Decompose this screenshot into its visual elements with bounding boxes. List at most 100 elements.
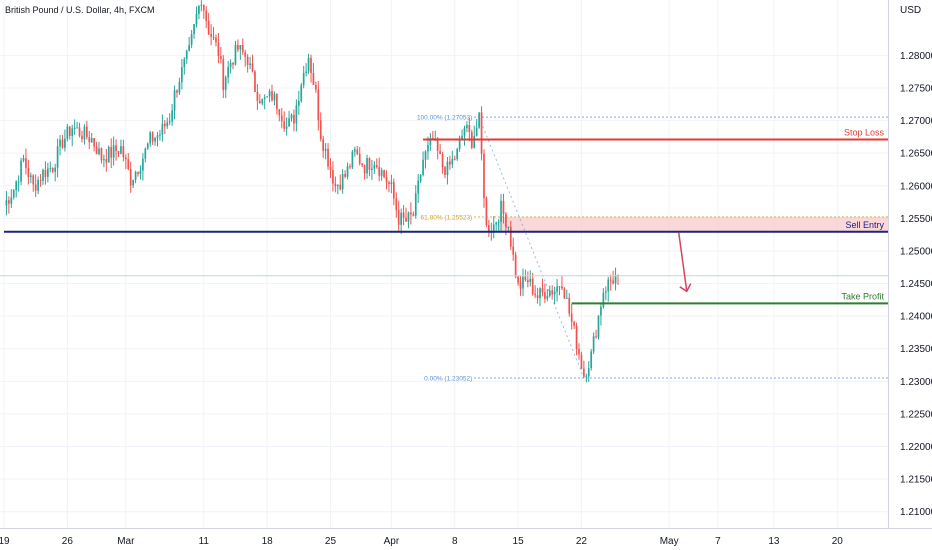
- fibonacci-layer[interactable]: 100.00% (1.27053) 61.80% (1.25523) 0.00% (…: [417, 115, 888, 383]
- candle[interactable]: [32, 175, 35, 185]
- candle[interactable]: [171, 110, 173, 122]
- candle[interactable]: [266, 96, 268, 98]
- candle[interactable]: [76, 127, 78, 129]
- candle[interactable]: [368, 158, 371, 171]
- candle[interactable]: [302, 72, 305, 86]
- candle[interactable]: [285, 126, 288, 129]
- candle[interactable]: [609, 279, 612, 281]
- candle[interactable]: [585, 376, 588, 378]
- candle[interactable]: [105, 159, 108, 163]
- candle[interactable]: [251, 63, 254, 72]
- candle[interactable]: [17, 181, 20, 183]
- candle[interactable]: [480, 112, 483, 154]
- fib-trend-line[interactable]: [478, 116, 585, 379]
- candle[interactable]: [383, 170, 385, 178]
- candle[interactable]: [15, 181, 18, 190]
- candle[interactable]: [341, 174, 344, 190]
- candle[interactable]: [514, 254, 517, 277]
- candle[interactable]: [173, 90, 176, 111]
- candle[interactable]: [483, 153, 485, 199]
- candle[interactable]: [570, 313, 573, 322]
- candle[interactable]: [373, 165, 376, 169]
- candle[interactable]: [439, 150, 441, 155]
- candle[interactable]: [436, 138, 439, 151]
- candle[interactable]: [575, 325, 578, 349]
- candle[interactable]: [444, 167, 446, 176]
- candle[interactable]: [449, 161, 451, 165]
- candle[interactable]: [500, 200, 502, 223]
- candle[interactable]: [351, 151, 354, 168]
- candle[interactable]: [146, 143, 149, 149]
- candle[interactable]: [305, 71, 307, 73]
- candle[interactable]: [234, 44, 237, 65]
- candle[interactable]: [290, 114, 293, 119]
- candle[interactable]: [519, 282, 522, 289]
- candle[interactable]: [163, 123, 166, 127]
- candle[interactable]: [12, 189, 15, 198]
- candle[interactable]: [71, 128, 74, 136]
- candle[interactable]: [390, 182, 393, 185]
- candle[interactable]: [137, 171, 139, 174]
- candle[interactable]: [107, 147, 110, 163]
- candle[interactable]: [278, 109, 281, 116]
- candle[interactable]: [517, 276, 519, 283]
- candle[interactable]: [534, 293, 537, 296]
- candle[interactable]: [346, 166, 349, 177]
- candle[interactable]: [159, 134, 161, 136]
- candle[interactable]: [614, 275, 617, 284]
- candle[interactable]: [300, 85, 303, 102]
- candle[interactable]: [568, 297, 571, 314]
- candle[interactable]: [61, 139, 64, 148]
- projection-arrow[interactable]: [678, 232, 688, 292]
- candle[interactable]: [156, 135, 159, 138]
- candle[interactable]: [29, 175, 32, 178]
- candle[interactable]: [5, 200, 8, 206]
- candle[interactable]: [414, 193, 417, 216]
- candle[interactable]: [573, 321, 575, 326]
- candle[interactable]: [356, 149, 359, 155]
- candle[interactable]: [509, 226, 512, 247]
- candle[interactable]: [232, 62, 234, 65]
- candle[interactable]: [541, 288, 544, 293]
- candle[interactable]: [310, 57, 312, 74]
- candle[interactable]: [378, 167, 381, 176]
- candle[interactable]: [22, 158, 25, 161]
- candle[interactable]: [507, 226, 510, 228]
- candle[interactable]: [424, 151, 427, 160]
- candle[interactable]: [49, 168, 52, 170]
- candle[interactable]: [51, 168, 54, 172]
- candle[interactable]: [366, 158, 368, 174]
- candle[interactable]: [407, 212, 410, 222]
- candle[interactable]: [37, 179, 39, 191]
- candle[interactable]: [47, 168, 49, 177]
- candle[interactable]: [205, 10, 208, 21]
- candle[interactable]: [161, 123, 164, 135]
- candle[interactable]: [241, 45, 244, 53]
- candle[interactable]: [561, 286, 563, 289]
- candle[interactable]: [358, 154, 361, 164]
- candle[interactable]: [276, 94, 278, 110]
- candle[interactable]: [59, 139, 61, 147]
- candle[interactable]: [132, 179, 134, 186]
- candle[interactable]: [353, 149, 356, 152]
- candle[interactable]: [222, 59, 225, 90]
- candle[interactable]: [475, 127, 478, 136]
- candle[interactable]: [95, 146, 98, 155]
- candle[interactable]: [327, 148, 329, 167]
- candle[interactable]: [229, 62, 232, 67]
- candle[interactable]: [34, 184, 37, 191]
- candle[interactable]: [344, 174, 346, 177]
- candle[interactable]: [39, 179, 42, 181]
- candle[interactable]: [461, 135, 463, 140]
- candle[interactable]: [392, 182, 395, 199]
- candle[interactable]: [590, 351, 593, 369]
- candle[interactable]: [73, 127, 76, 129]
- candle[interactable]: [478, 112, 480, 128]
- candle[interactable]: [607, 279, 610, 292]
- candle[interactable]: [324, 148, 327, 151]
- candle[interactable]: [400, 212, 402, 225]
- candle[interactable]: [154, 137, 156, 142]
- candle[interactable]: [526, 280, 529, 283]
- candle[interactable]: [297, 101, 300, 106]
